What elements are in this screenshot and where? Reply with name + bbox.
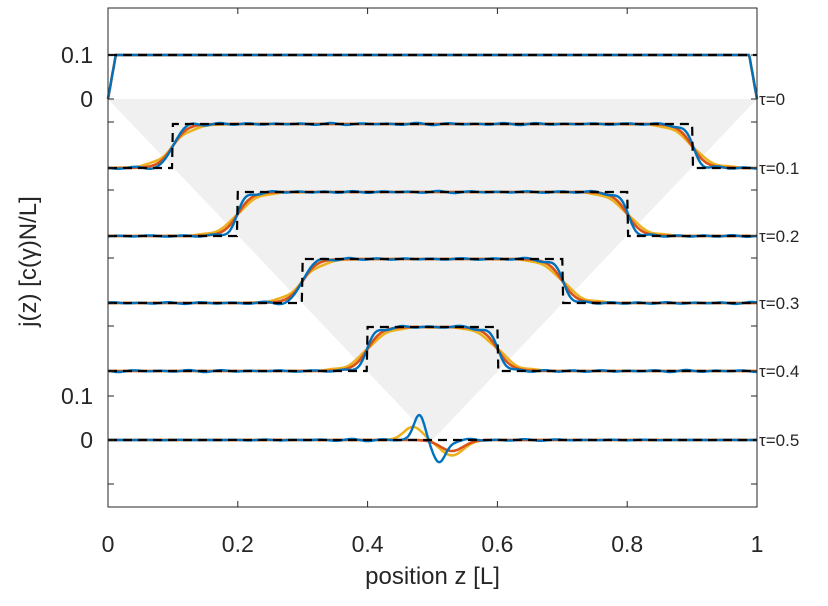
x-tick-label: 0.6 — [481, 531, 513, 557]
curve-orange-0 — [106, 53, 759, 100]
labels-layer: 0 0.2 0.4 0.6 0.8 1 0.1 0 0.1 0 τ=0 τ=0.1 τ=0.2 τ=0.3… — [15, 42, 799, 590]
y-tick-label-lower-0: 0 — [80, 427, 93, 453]
light-cone-region — [108, 99, 757, 440]
tau-label: τ=0 — [759, 90, 785, 109]
x-tick-label: 0 — [102, 531, 115, 557]
y-tick-label-upper-0.1: 0.1 — [61, 42, 93, 68]
y-tick-label-upper-0: 0 — [80, 86, 93, 112]
curve-dashed-3 — [108, 257, 757, 305]
tau-label: τ=0.2 — [759, 227, 799, 246]
light-cone-layer — [108, 99, 757, 440]
curve-dashed-2 — [108, 190, 757, 238]
y-axis-label: j(z) [c(γ)N/L] — [15, 196, 42, 328]
curve-dashed-4 — [108, 325, 757, 373]
y-tick-label-lower-0.1: 0.1 — [61, 383, 93, 409]
curve-dashed-1 — [108, 122, 757, 170]
tau-label: τ=0.4 — [759, 362, 799, 381]
curve-blue-0 — [106, 53, 759, 100]
axes-layer — [107, 7, 758, 508]
curves-layer — [106, 53, 759, 464]
tau-label: τ=0.1 — [759, 159, 799, 178]
x-axis-label: position z [L] — [365, 563, 500, 590]
x-tick-label: 0.2 — [222, 531, 254, 557]
tau-label: τ=0.3 — [759, 294, 799, 313]
curve-yellow-0 — [106, 53, 759, 100]
x-tick-label: 1 — [751, 531, 764, 557]
x-tick-label: 0.4 — [352, 531, 384, 557]
tau-label: τ=0.5 — [759, 431, 799, 450]
x-tick-label: 0.8 — [611, 531, 643, 557]
